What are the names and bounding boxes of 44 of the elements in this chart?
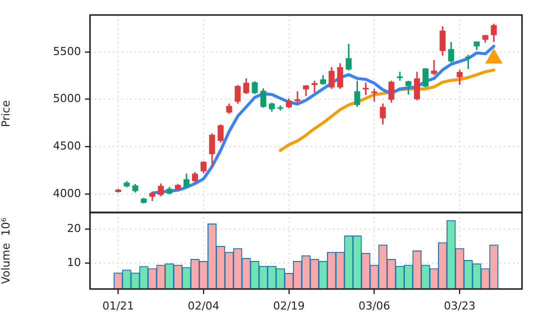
candlestick bbox=[465, 54, 472, 70]
candlestick bbox=[380, 102, 386, 126]
x-tick-label: 03/06 bbox=[358, 299, 390, 312]
candlestick bbox=[431, 59, 438, 76]
y-tick-label: 4500 bbox=[53, 139, 81, 152]
candlestick bbox=[158, 182, 164, 198]
y-tick-label: 20 bbox=[67, 222, 81, 235]
candlestick bbox=[312, 80, 318, 94]
y-axis-title: Volume 10⁶ bbox=[0, 217, 12, 284]
candlestick bbox=[490, 23, 497, 43]
candlestick bbox=[456, 69, 463, 86]
candlestick bbox=[320, 74, 326, 86]
y-axis-title: Price bbox=[0, 100, 12, 128]
candlestick bbox=[337, 62, 344, 90]
x-tick-label: 01/21 bbox=[102, 299, 134, 312]
candlestick bbox=[328, 66, 335, 90]
candlestick bbox=[226, 102, 232, 115]
candlestick bbox=[209, 132, 216, 168]
candlestick bbox=[192, 171, 198, 183]
candlestick bbox=[183, 172, 190, 189]
candlestick bbox=[252, 80, 258, 95]
candlestick bbox=[260, 88, 266, 109]
candlestick bbox=[303, 84, 309, 97]
candlestick bbox=[218, 124, 224, 144]
candlestick bbox=[354, 80, 360, 108]
y-tick-label: 5500 bbox=[53, 44, 81, 58]
candlestick bbox=[414, 71, 420, 101]
x-tick-label: 03/23 bbox=[444, 299, 476, 312]
candlestick bbox=[243, 78, 250, 95]
candlestick bbox=[448, 41, 454, 64]
candlestick bbox=[388, 80, 394, 104]
candlestick bbox=[362, 82, 369, 96]
y-tick-label: 5000 bbox=[53, 92, 81, 106]
y-tick-label: 4000 bbox=[53, 186, 81, 200]
candlestick bbox=[422, 67, 429, 88]
x-tick-label: 02/19 bbox=[273, 299, 305, 312]
x-tick-label: 02/04 bbox=[188, 299, 220, 312]
candlestick bbox=[405, 80, 412, 96]
candlestick bbox=[440, 26, 446, 56]
candlestick bbox=[371, 88, 378, 102]
y-tick-label: 10 bbox=[67, 256, 81, 269]
candlestick bbox=[346, 43, 352, 72]
candlestick bbox=[234, 84, 241, 104]
candlestick bbox=[286, 98, 292, 110]
